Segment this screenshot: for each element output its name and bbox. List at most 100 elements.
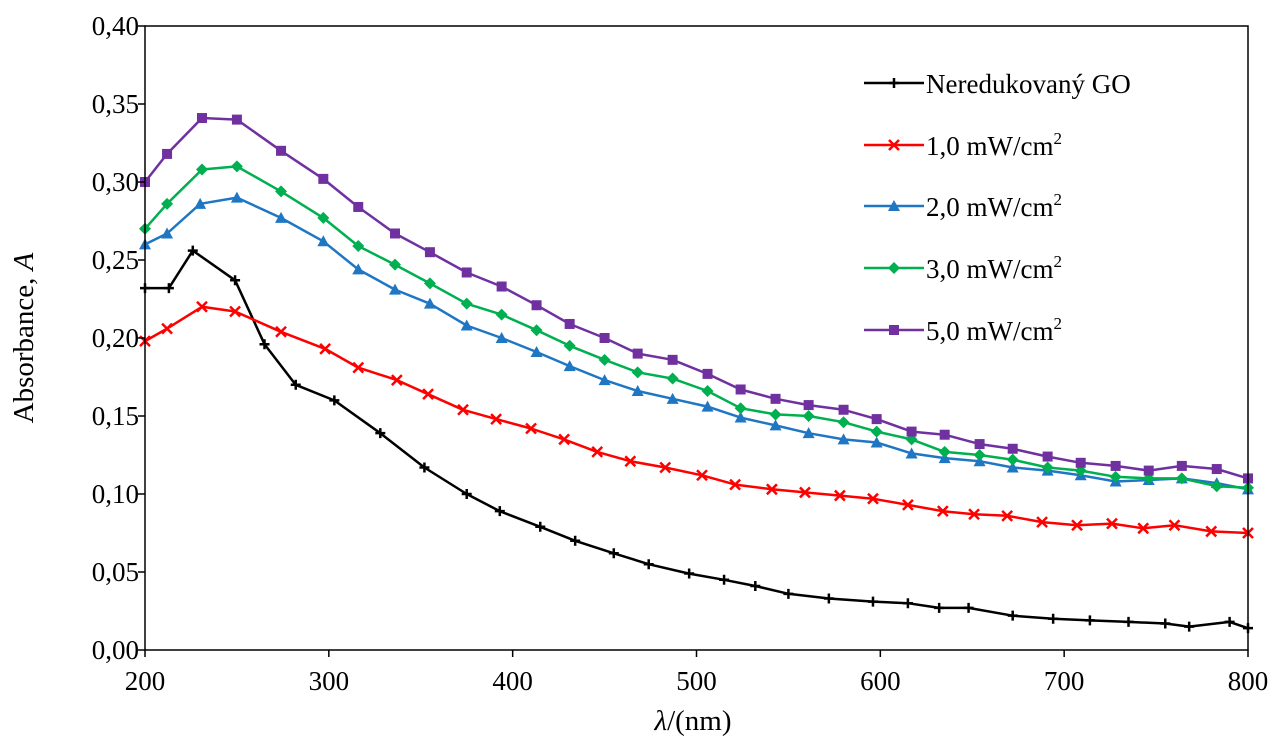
- data-point: [570, 535, 581, 546]
- data-point: [535, 521, 546, 532]
- data-point: [422, 388, 434, 401]
- y-tick-label: 0,30: [92, 167, 139, 197]
- data-point: [1084, 615, 1095, 626]
- data-point: [1001, 509, 1014, 522]
- data-point: [599, 333, 610, 343]
- data-point: [823, 593, 834, 604]
- data-point: [968, 508, 980, 521]
- data-point: [563, 339, 576, 352]
- data-point: [496, 281, 507, 292]
- data-point: [558, 433, 571, 446]
- legend-item-2-0: 2,0 mW/cm2: [864, 190, 1062, 222]
- data-point: [1211, 464, 1222, 475]
- data-point: [290, 379, 301, 390]
- data-point: [1184, 621, 1195, 632]
- data-point: [530, 324, 543, 337]
- data-point: [973, 449, 986, 461]
- y-tick-label: 0,20: [92, 323, 139, 353]
- x-tick-label: 300: [309, 666, 350, 696]
- data-point: [163, 283, 174, 294]
- series-1: [139, 300, 1254, 539]
- legend-diamond-marker: [888, 262, 900, 274]
- series-line: [145, 249, 1249, 630]
- data-point: [423, 277, 436, 290]
- data-point: [275, 325, 287, 338]
- x-tick-label: 600: [860, 666, 901, 696]
- data-point: [1109, 470, 1122, 483]
- data-point: [531, 300, 542, 311]
- data-point: [631, 366, 644, 379]
- data-point: [318, 173, 329, 184]
- data-point: [1071, 519, 1083, 532]
- legend-label-text: 1,0 mW/cm: [926, 131, 1053, 161]
- data-point: [1224, 616, 1235, 627]
- data-point: [906, 426, 917, 437]
- legend-item-unreduced-go: Neredukovaný GO: [864, 69, 1131, 99]
- data-point: [1176, 460, 1187, 471]
- data-point: [424, 247, 435, 258]
- data-point: [765, 483, 778, 496]
- y-axis-ticks: 0,00 0,05 0,10 0,15 0,20 0,25 0,30 0,35 0,40: [92, 11, 145, 665]
- legend-item-1-0: 1,0 mW/cm2: [864, 129, 1062, 161]
- legend-label-text: 2,0 mW/cm: [926, 192, 1053, 222]
- data-point: [666, 372, 679, 385]
- data-point: [1006, 461, 1019, 473]
- data-point: [460, 319, 473, 331]
- data-point: [1205, 525, 1218, 538]
- legend-label-sup: 2: [1053, 190, 1062, 209]
- y-axis-title: Absorbance, A: [8, 252, 40, 423]
- data-point: [460, 297, 473, 310]
- data-point: [352, 263, 365, 275]
- data-point: [1168, 519, 1181, 532]
- data-point: [735, 384, 746, 395]
- y-tick-label: 0,10: [92, 479, 139, 509]
- data-point: [799, 486, 811, 499]
- data-point: [870, 425, 883, 438]
- data-point: [837, 416, 850, 429]
- data-point: [719, 574, 730, 585]
- data-point: [734, 411, 747, 423]
- x-axis-title: λ/(nm): [654, 705, 732, 737]
- legend-label-text: 3,0 mW/cm: [926, 254, 1053, 284]
- y-tick-label: 0,00: [92, 635, 139, 665]
- x-axis-symbol: λ: [654, 705, 668, 737]
- y-tick-label: 0,35: [92, 89, 139, 119]
- data-point: [419, 462, 430, 473]
- legend-label: Neredukovaný GO: [926, 69, 1131, 99]
- data-point: [783, 588, 794, 599]
- data-point: [457, 403, 469, 416]
- data-point: [276, 145, 287, 156]
- data-point: [196, 300, 208, 313]
- data-point: [1006, 453, 1019, 466]
- legend-label-sup: 2: [1053, 252, 1062, 271]
- y-axis-symbol: A: [8, 252, 40, 272]
- data-point: [495, 332, 508, 343]
- legend-cross-marker: [888, 139, 900, 151]
- data-point: [702, 368, 713, 379]
- data-point: [729, 478, 741, 491]
- legend-label-sup: 2: [1053, 314, 1062, 333]
- data-point: [902, 598, 913, 609]
- data-point: [769, 408, 782, 421]
- data-point: [838, 404, 849, 415]
- data-point: [495, 308, 508, 321]
- data-point: [187, 245, 198, 256]
- x-tick-label: 500: [676, 666, 717, 696]
- data-point: [1075, 457, 1086, 468]
- data-point: [390, 374, 403, 387]
- data-point: [598, 353, 611, 366]
- legend-square-marker: [889, 325, 899, 335]
- legend-plus-marker: [889, 78, 899, 88]
- data-point: [530, 346, 543, 358]
- data-point: [701, 385, 714, 398]
- data-point: [353, 201, 364, 212]
- data-point: [1175, 472, 1188, 485]
- data-point: [389, 258, 402, 271]
- data-point: [867, 492, 879, 505]
- data-point: [195, 163, 208, 176]
- data-point: [659, 461, 672, 474]
- data-point: [632, 348, 643, 359]
- legend-label: 5,0 mW/cm2: [926, 314, 1062, 346]
- legend-item-5-0: 5,0 mW/cm2: [864, 314, 1062, 346]
